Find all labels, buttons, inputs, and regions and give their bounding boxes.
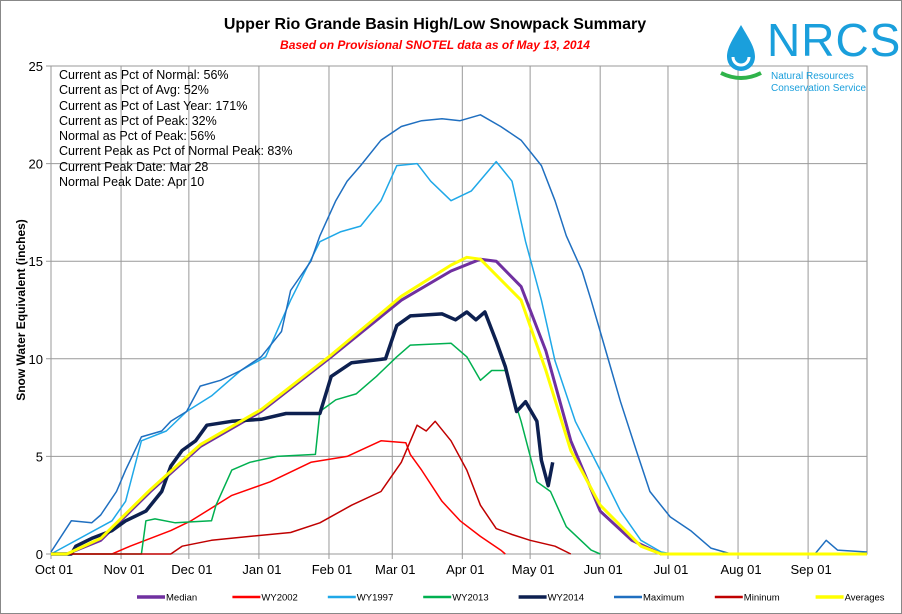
y-tick-label: 20 — [29, 157, 43, 172]
x-tick-label: Oct 01 — [35, 562, 73, 577]
series-line-mininum — [51, 420, 572, 555]
stat-line: Current as Pct of Peak: 32% — [59, 113, 217, 128]
series-line-wy2002 — [51, 440, 506, 555]
x-tick-label: Nov 01 — [103, 562, 144, 577]
x-tick-label: Apr 01 — [446, 562, 484, 577]
stat-line: Current as Pct of Last Year: 171% — [59, 98, 248, 113]
stat-line: Current as Pct of Avg: 52% — [59, 83, 209, 98]
y-tick-label: 5 — [36, 449, 43, 464]
x-tick-label: Sep 01 — [790, 562, 831, 577]
legend-label: Mininum — [744, 593, 780, 604]
legend-label: Median — [166, 593, 197, 604]
chart-title: Upper Rio Grande Basin High/Low Snowpack… — [223, 16, 647, 33]
logo-text: NRCS — [767, 14, 902, 66]
x-tick-label: Aug 01 — [720, 562, 761, 577]
water-drop-icon — [720, 25, 762, 80]
y-tick-label: 0 — [36, 547, 43, 562]
y-tick-label: 25 — [29, 59, 43, 74]
series-line-wy1997 — [50, 160, 673, 555]
y-tick-label: 10 — [29, 352, 43, 367]
logo-subtitle: Conservation Service — [771, 83, 867, 94]
legend-label: WY2002 — [261, 593, 297, 604]
legend-label: Averages — [845, 593, 885, 604]
plot-area — [50, 65, 868, 555]
y-axis-label: Snow Water Equivalent (inches) — [14, 219, 28, 401]
nrcs-logo: NRCS Natural Resources Conservation Servi… — [719, 14, 900, 99]
legend-label: WY1997 — [357, 593, 393, 604]
series-line-wy2013 — [51, 342, 601, 555]
x-tick-label: Jul 01 — [654, 562, 689, 577]
series-line-averages — [51, 255, 867, 556]
chart-subtitle: Based on Provisional SNOTEL data as of M… — [280, 38, 590, 52]
stat-line: Current Peak Date: Mar 28 — [59, 159, 209, 174]
stat-line: Current as Pct of Normal: 56% — [59, 68, 229, 82]
series-line-maximum — [50, 114, 867, 555]
x-tick-label: Feb 01 — [312, 562, 352, 577]
x-tick-label: Mar 01 — [375, 562, 415, 577]
x-tick-label: Dec 01 — [171, 562, 212, 577]
legend-label: WY2013 — [452, 593, 488, 604]
x-tick-label: Jun 01 — [584, 562, 623, 577]
stats-box: Current as Pct of Normal: 56% Current as… — [59, 68, 292, 190]
series-line-wy2014 — [51, 310, 555, 556]
legend-label: WY2014 — [548, 593, 584, 604]
stat-line: Current Peak as Pct of Normal Peak: 83% — [59, 144, 293, 159]
legend-label: Maximum — [643, 593, 684, 604]
stat-line: Normal Peak Date: Apr 10 — [59, 175, 205, 190]
x-tick-label: May 01 — [512, 562, 555, 577]
logo-subtitle: Natural Resources — [771, 71, 854, 82]
x-tick-label: Jan 01 — [242, 562, 281, 577]
stat-line: Normal as Pct of Peak: 56% — [59, 129, 216, 144]
y-tick-label: 15 — [29, 254, 43, 269]
